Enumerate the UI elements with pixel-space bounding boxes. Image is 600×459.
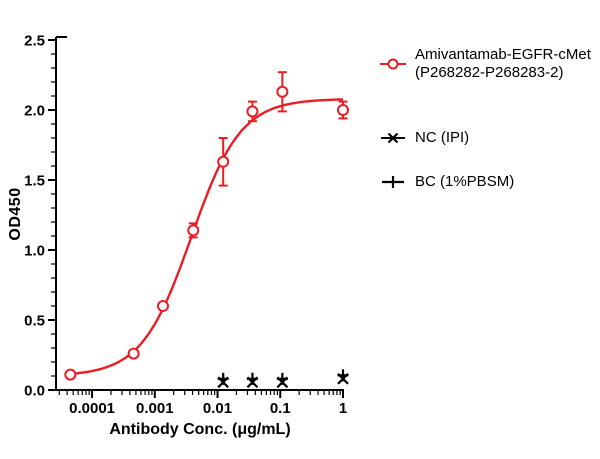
x-marker-icon xyxy=(381,132,405,144)
legend-label-amivantamab: Amivantamab-EGFR-cMet (P268282-P268283-2… xyxy=(415,46,591,82)
plus-marker-icon xyxy=(382,176,404,188)
svg-text:0.001: 0.001 xyxy=(136,400,174,417)
legend-item-nc: NC (IPI) xyxy=(378,129,469,147)
svg-text:1: 1 xyxy=(339,400,347,417)
fit-curve xyxy=(70,98,344,376)
series-nc-points xyxy=(217,373,349,389)
x-axis-title: Antibody Conc. (μg/mL) xyxy=(109,421,291,438)
open-circle-marker-icon xyxy=(380,58,406,70)
y-axis-ticks: 0.0 0.5 1.0 1.5 2.0 2.5 xyxy=(24,33,56,400)
svg-text:1.0: 1.0 xyxy=(24,243,45,260)
x-axis-ticks: 0.0001 0.001 0.01 0.1 1 xyxy=(58,390,347,417)
svg-text:2.0: 2.0 xyxy=(24,103,45,120)
legend-label-line1: BC (1%PBSM) xyxy=(415,173,515,190)
legend-label-line1: NC (IPI) xyxy=(415,129,470,146)
svg-text:0.0001: 0.0001 xyxy=(69,400,115,417)
legend-label-nc: NC (IPI) xyxy=(415,129,469,147)
svg-text:2.5: 2.5 xyxy=(24,33,45,50)
svg-text:0.5: 0.5 xyxy=(24,313,45,330)
series-amivantamab-points xyxy=(64,85,349,381)
svg-text:0.0: 0.0 xyxy=(24,383,45,400)
y-axis-title: OD450 xyxy=(7,187,24,241)
legend-item-amivantamab: Amivantamab-EGFR-cMet (P268282-P268283-2… xyxy=(378,46,591,82)
svg-text:0.1: 0.1 xyxy=(270,400,291,417)
legend-item-bc: BC (1%PBSM) xyxy=(378,173,514,191)
legend-label-bc: BC (1%PBSM) xyxy=(415,173,514,191)
legend-label-line2: (P268282-P268283-2) xyxy=(415,64,564,81)
svg-text:1.5: 1.5 xyxy=(24,173,45,190)
legend-label-line1: Amivantamab-EGFR-cMet xyxy=(415,46,591,63)
svg-text:0.01: 0.01 xyxy=(203,400,232,417)
